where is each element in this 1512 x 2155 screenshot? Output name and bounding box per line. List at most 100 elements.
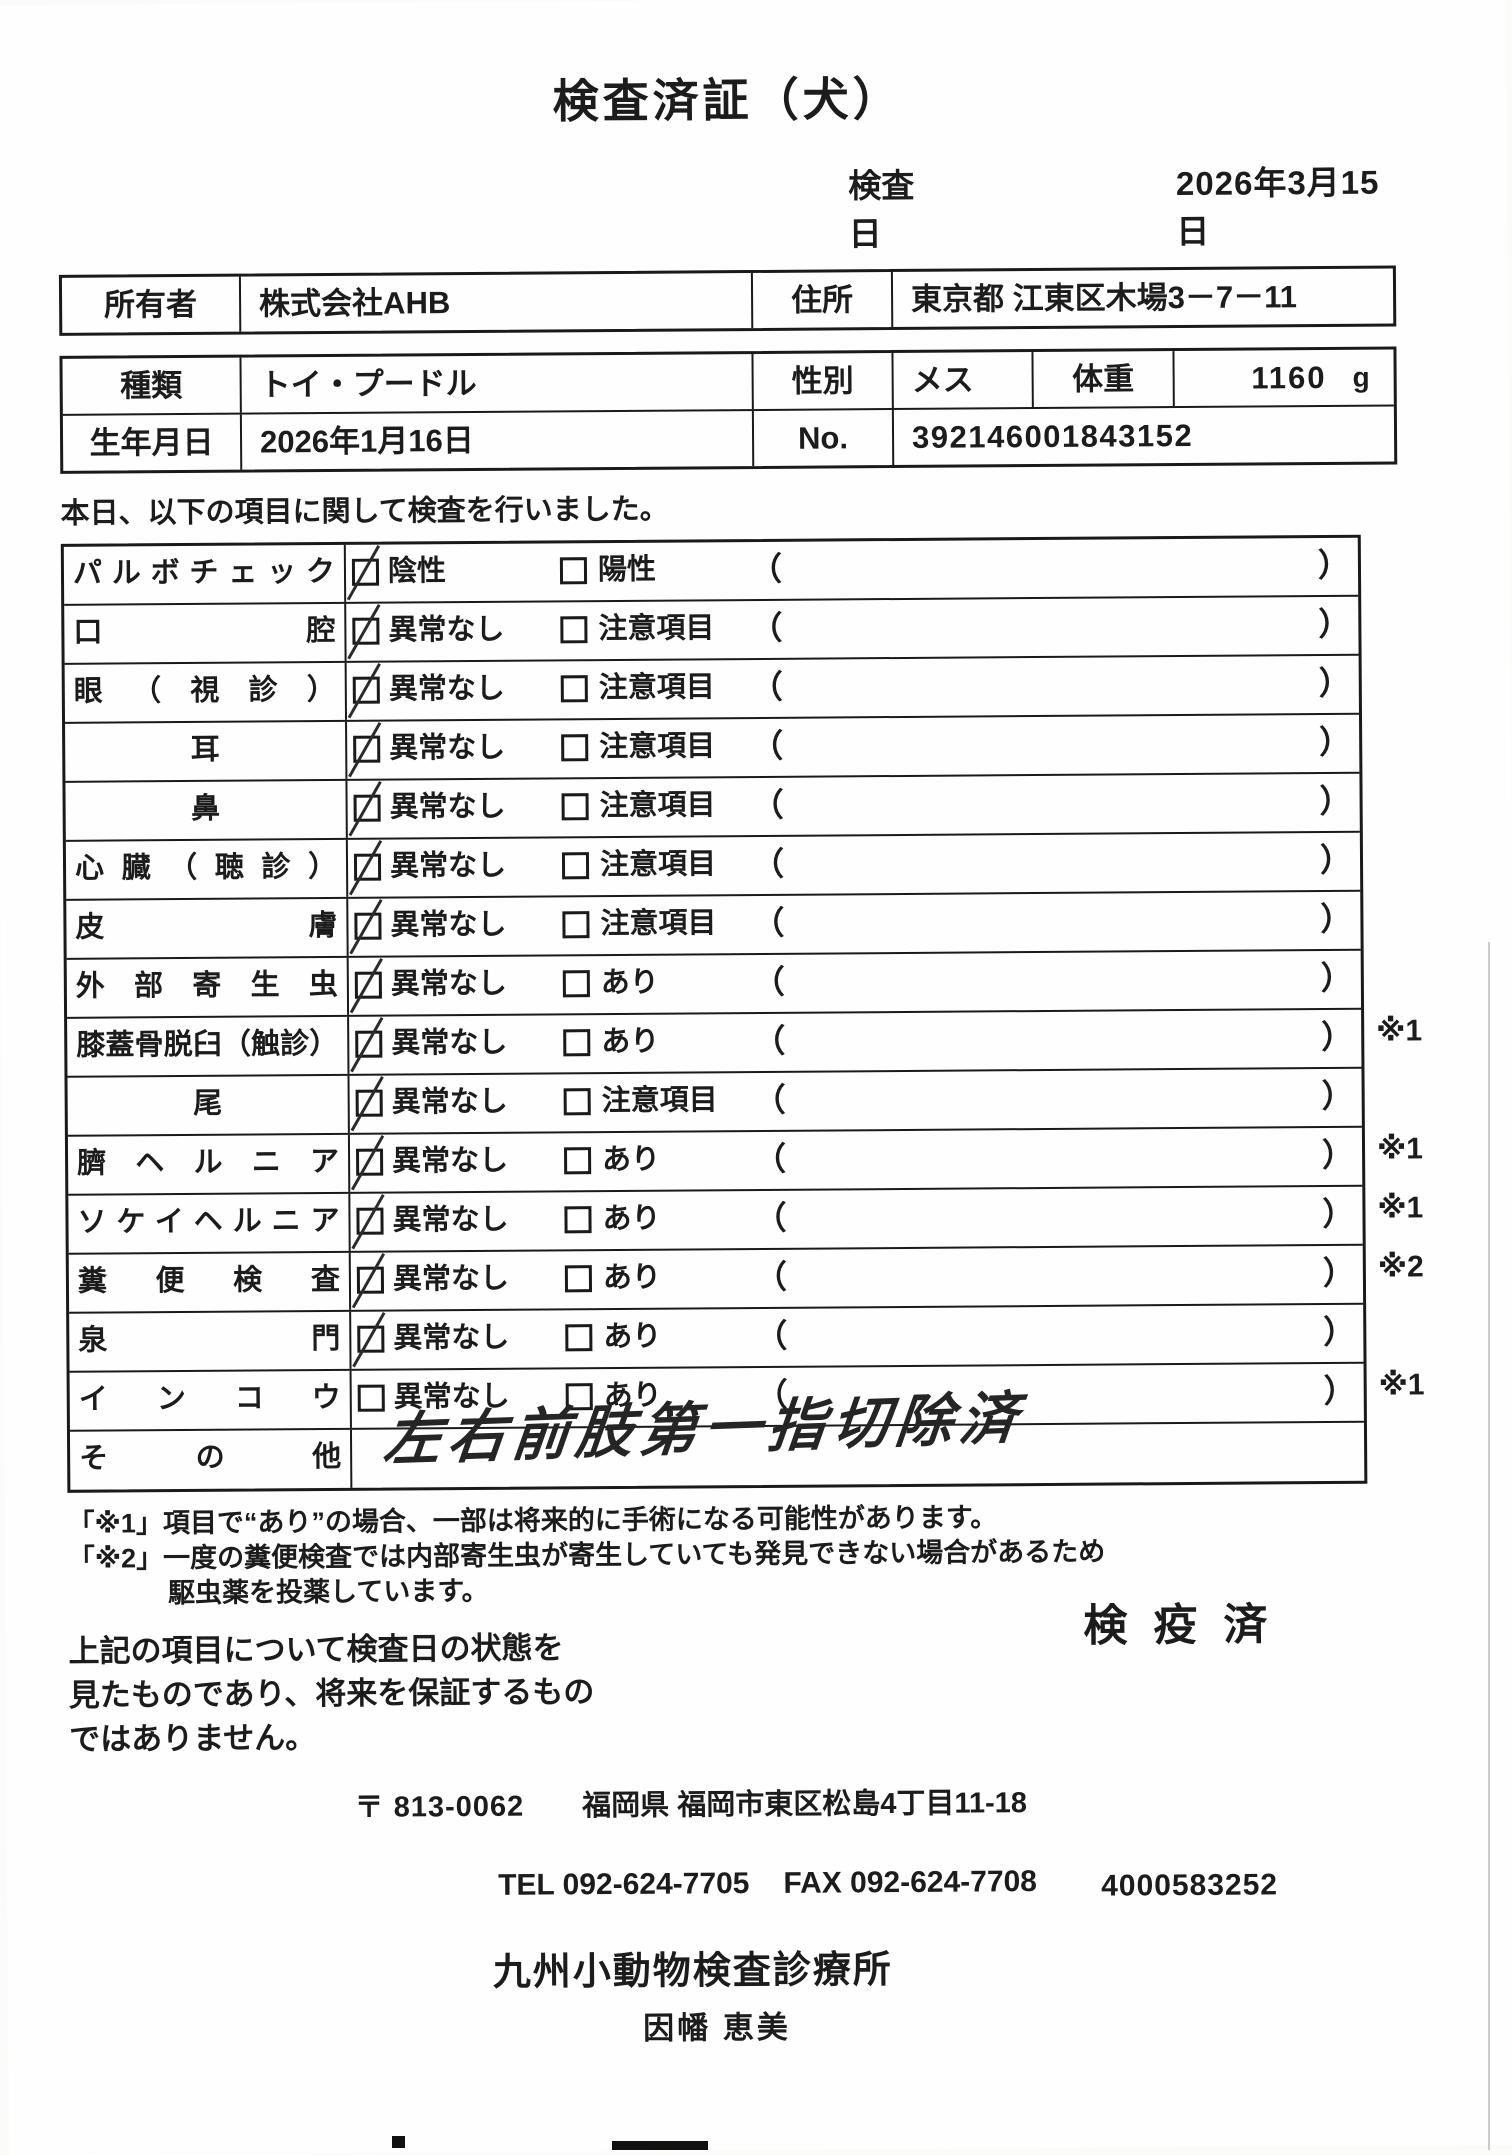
checkbox-icon (562, 970, 590, 998)
checklist-item-name: パルボチェック (63, 544, 347, 604)
checklist-item-result: 異常なし 注意項目 （ ） (347, 656, 1359, 720)
checklist-item-result: 異常なし あり （ ） (350, 1128, 1362, 1192)
option2-label: 注意項目 (599, 789, 716, 823)
owner-table: 所有者 株式会社AHB 住所 東京都 江東区木場3－7－11 (58, 265, 1397, 336)
checklist-item-result: 異常なし あり （ ） (349, 1010, 1361, 1074)
checkbox-icon (356, 1266, 385, 1294)
option1-label: 異常なし (392, 1262, 510, 1296)
option2-label: 注意項目 (600, 907, 717, 941)
clinic-contact-row: TEL 092-624-7705 FAX 092-624-7708 (70, 1862, 1512, 1906)
paren-close: ） (1321, 1018, 1354, 1056)
paren-open: （ (754, 1258, 788, 1296)
checklist-row: 皮膚 異常なし 注意項目 （ ） (66, 891, 1361, 960)
checklist-item-name: 耳 (65, 721, 348, 781)
address-value: 東京都 江東区木場3－7－11 (890, 268, 1394, 328)
weight-label: 体重 (1031, 351, 1173, 408)
registration-no-value: 392146001843152 (891, 406, 1395, 466)
checkbox-icon (353, 853, 382, 881)
option1-label: 異常なし (391, 1085, 508, 1119)
paren-close: ） (1322, 1195, 1355, 1233)
scan-artifact (612, 2141, 708, 2150)
paren-close: ） (1321, 1077, 1354, 1115)
option2-label: 注意項目 (599, 730, 716, 764)
checkbox-icon (560, 675, 588, 703)
footnote-marker: ※2 (1377, 1250, 1424, 1284)
checklist-item-name: 眼（視診） (64, 662, 348, 722)
footnotes: 「※1」項目で“あり”の場合、一部は将来的に手術になる可能性があります。 「※2… (67, 1497, 1512, 1612)
scan-edge-artifact (1488, 942, 1490, 2150)
checklist-item-name: 外部寄生虫 (66, 957, 350, 1017)
checkbox-icon (564, 1265, 593, 1293)
checkbox-icon (354, 912, 382, 940)
option1-label: 異常なし (392, 1203, 509, 1237)
clinic-postal-code: 〒 813-0062 (354, 1790, 525, 1824)
checklist-item-result: 陰性 陽性 （ ） (346, 538, 1358, 602)
checklist-item-result: 異常なし あり （ ） (351, 1246, 1363, 1310)
checklist-row: 膝蓋骨脱臼（触診） 異常なし あり （ ） ※1 (67, 1009, 1422, 1078)
inspection-date-value: 2026年3月15日 (1175, 163, 1380, 251)
examiner-name: 因幡 恵美 (643, 2009, 791, 2046)
checklist-item-result: 異常なし 注意項目 （ ） (349, 1069, 1361, 1133)
footnote-marker: ※1 (1377, 1191, 1424, 1225)
paren-close: ） (1318, 664, 1351, 702)
clinic-name: 九州小動物検査診療所 (492, 1949, 893, 1994)
checklist-item-name: 口腔 (64, 603, 347, 663)
sex-value: メス (891, 352, 1032, 409)
option2-label: 陽性 (597, 553, 657, 587)
paren-close: ） (1318, 605, 1351, 643)
weight-unit: g (1352, 361, 1370, 393)
checkbox-icon (351, 558, 380, 586)
checklist-row: 鼻 異常なし 注意項目 （ ） (65, 773, 1360, 842)
checkbox-icon (356, 1148, 384, 1176)
checkbox-icon (353, 794, 381, 822)
checklist-item-name: 心臓（聴診） (65, 839, 349, 899)
checklist-row: 尾 異常なし 注意項目 （ ） (67, 1068, 1362, 1137)
checklist-item-name: 臍ヘルニア (67, 1134, 351, 1194)
quarantine-stamp: 検疫済 (1083, 1600, 1294, 1651)
option2-label: あり (601, 1025, 660, 1059)
sex-label: 性別 (751, 353, 892, 410)
checklist-item-result: 異常なし 注意項目 （ ） (346, 597, 1358, 661)
paren-open: （ (753, 1140, 787, 1178)
paren-close: ） (1320, 900, 1353, 938)
page-title: 検査済証（犬） (552, 72, 903, 128)
checkbox-icon (562, 911, 590, 939)
option2-label: 注意項目 (599, 848, 717, 882)
checkbox-icon (559, 557, 588, 585)
option2-label: 注意項目 (601, 1084, 718, 1118)
checkbox-icon (353, 735, 381, 763)
breed-value: トイ・プードル (239, 354, 752, 413)
inspection-date-label: 検査日 (848, 166, 915, 253)
owner-label: 所有者 (103, 286, 198, 323)
checklist-item-name: 尾 (67, 1075, 350, 1135)
option1-label: 異常なし (389, 849, 507, 883)
paren-close: ） (1323, 1313, 1356, 1351)
checkbox-icon (355, 1089, 383, 1117)
paren-open: （ (753, 1081, 786, 1119)
option2-label: 注意項目 (598, 612, 715, 646)
checkbox-icon (561, 793, 589, 821)
checklist-row-other: その他 左右前肢第一指切除済 (69, 1386, 1364, 1490)
checkbox-icon (564, 1206, 592, 1234)
option2-label: あり (602, 1261, 662, 1295)
checklist-item-name: その他 (69, 1429, 353, 1490)
checkbox-icon (352, 617, 380, 645)
option2-label: 注意項目 (598, 671, 715, 705)
checklist-row: 心臓（聴診） 異常なし 注意項目 （ ） (65, 832, 1361, 901)
checklist-other-result: 左右前肢第一指切除済 (352, 1386, 1364, 1488)
paren-open: （ (751, 845, 785, 883)
clinic-street-address: 福岡県 福岡市東区松島4丁目11-18 (582, 1787, 1028, 1823)
checkbox-icon (564, 1147, 592, 1175)
checkbox-icon (357, 1325, 385, 1353)
option1-label: 異常なし (388, 672, 505, 706)
paren-close: ） (1320, 959, 1353, 997)
checkbox-icon (357, 1384, 385, 1412)
birthdate-value: 2026年1月16日 (239, 411, 753, 470)
paren-open: （ (751, 727, 784, 765)
checklist-item-name: 膝蓋骨脱臼（触診） (67, 1016, 350, 1076)
registration-no-label: No. (751, 410, 893, 467)
paren-open: （ (752, 963, 785, 1001)
inspection-date-row: 検査日 2026年3月15日 (58, 156, 1399, 261)
checklist-item-result: 異常なし あり （ ） (350, 1187, 1362, 1251)
